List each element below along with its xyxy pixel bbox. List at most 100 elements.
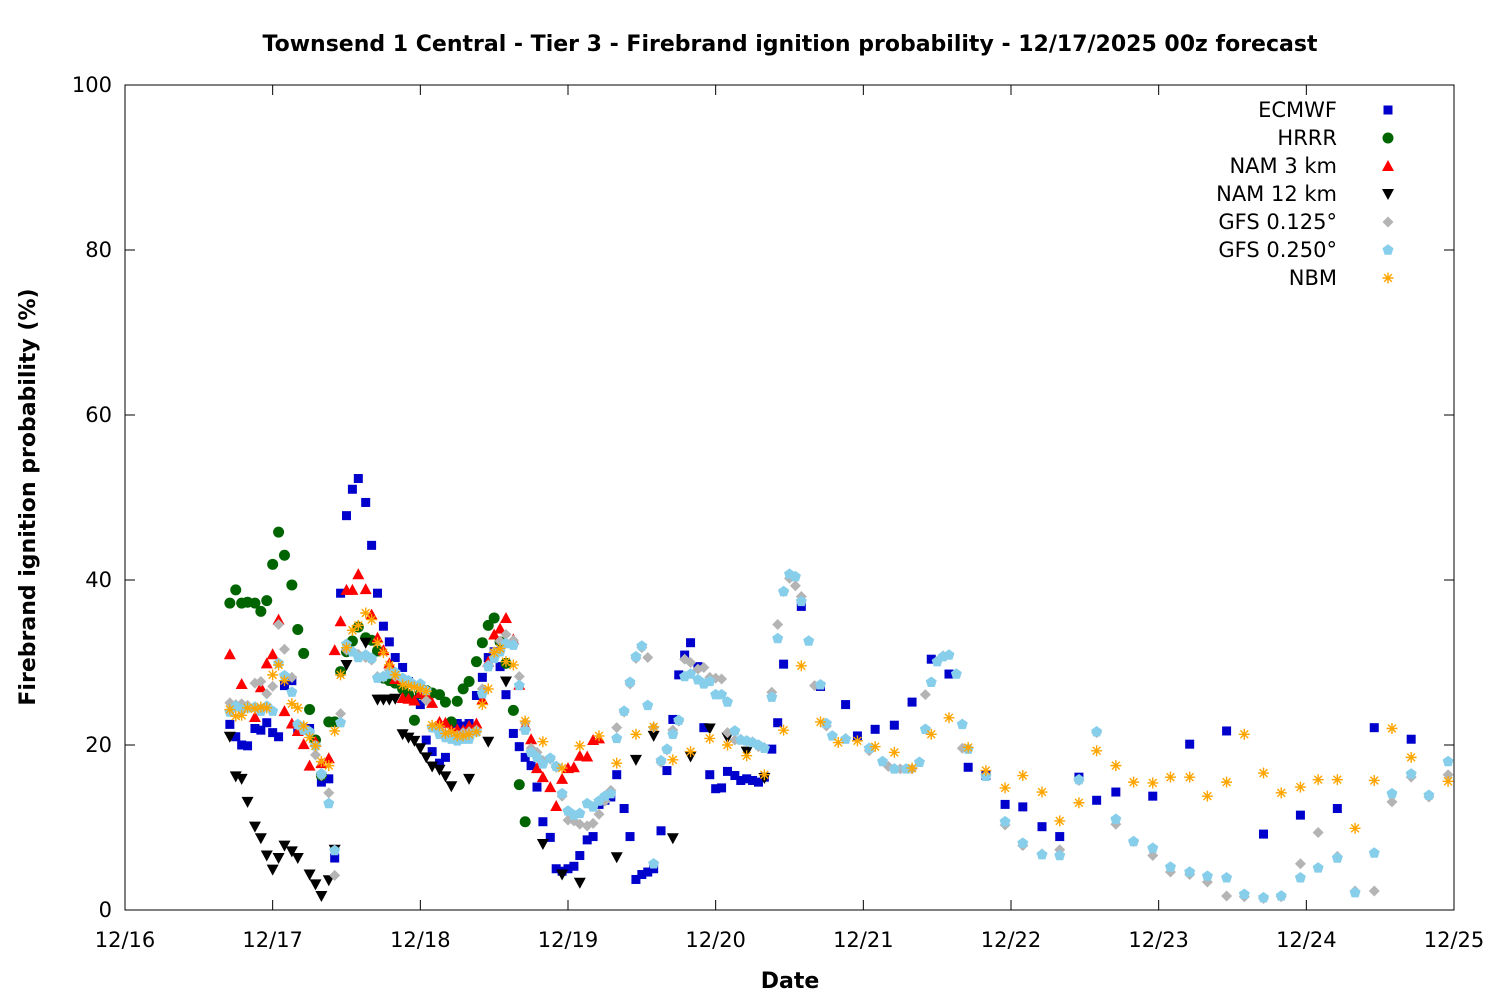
data-point — [913, 756, 925, 768]
data-point — [272, 853, 285, 865]
data-point — [476, 699, 488, 711]
data-point — [434, 720, 446, 732]
data-point — [717, 783, 727, 793]
data-point — [519, 816, 531, 828]
data-point — [352, 568, 365, 580]
data-point — [291, 853, 304, 865]
data-point — [347, 484, 357, 494]
data-point — [574, 740, 586, 752]
legend-marker — [1382, 189, 1394, 200]
data-point — [297, 738, 310, 750]
data-point — [779, 659, 789, 669]
data-point — [611, 722, 623, 734]
data-point — [1111, 787, 1121, 797]
data-point — [359, 583, 372, 595]
data-point — [433, 764, 446, 776]
data-point — [630, 650, 642, 662]
y-axis-label: Firebrand ignition probability (%) — [16, 288, 41, 705]
data-point — [470, 726, 482, 738]
data-point — [841, 700, 851, 710]
data-point — [537, 758, 549, 769]
data-point — [408, 681, 420, 693]
data-point — [1238, 888, 1250, 900]
data-point — [943, 649, 955, 660]
data-point — [550, 800, 563, 812]
data-point — [1406, 734, 1416, 744]
data-point — [544, 781, 557, 793]
data-point — [567, 761, 580, 773]
data-point — [625, 832, 635, 842]
data-point — [1036, 848, 1048, 860]
data-point — [795, 660, 807, 672]
data-point — [766, 691, 778, 702]
data-point — [772, 619, 784, 631]
data-point — [361, 497, 371, 507]
data-point — [316, 777, 326, 787]
data-point — [686, 638, 696, 648]
data-point — [648, 858, 660, 869]
data-point — [1349, 822, 1361, 834]
data-point — [556, 869, 569, 881]
data-point — [248, 821, 261, 833]
data-point — [463, 773, 476, 785]
data-point — [556, 772, 569, 784]
data-point — [242, 702, 254, 714]
data-point — [298, 720, 310, 732]
data-point — [440, 752, 450, 762]
y-tick-label: 20 — [85, 733, 112, 757]
plot-area: 12/16 12/17 12/18 12/19 12/20 12/21 12/22 12/23… — [72, 73, 1484, 952]
data-point — [342, 511, 351, 521]
data-point — [278, 549, 290, 561]
data-point — [1386, 796, 1398, 808]
data-point — [224, 597, 236, 609]
data-point — [224, 704, 236, 716]
data-point — [329, 725, 341, 737]
data-point — [581, 750, 594, 762]
data-point — [482, 736, 495, 748]
data-point — [254, 833, 267, 845]
data-point — [1294, 872, 1306, 883]
data-point — [261, 595, 273, 607]
data-point — [340, 659, 353, 671]
data-point — [907, 697, 917, 707]
data-point — [278, 643, 290, 655]
data-point — [477, 672, 487, 682]
data-point — [753, 777, 763, 787]
data-point — [1369, 723, 1379, 733]
legend: ECMWF HRRR NAM 3 km NAM 12 km GFS 0.125° GFS … — [1216, 98, 1394, 290]
data-point — [556, 762, 568, 774]
data-point — [267, 669, 279, 681]
legend-label: GFS 0.125° — [1218, 210, 1337, 234]
data-point — [1222, 726, 1232, 736]
data-point — [545, 832, 555, 842]
data-point — [605, 787, 617, 799]
data-point — [789, 570, 801, 582]
data-point — [513, 679, 525, 691]
data-point — [273, 526, 285, 538]
data-point — [758, 742, 770, 753]
data-point — [888, 763, 900, 774]
data-point — [742, 774, 752, 784]
legend-label: ECMWF — [1258, 98, 1337, 122]
data-point — [336, 588, 346, 598]
data-point — [304, 732, 316, 744]
data-point — [1442, 755, 1454, 767]
data-point — [451, 730, 463, 742]
data-point — [950, 668, 962, 679]
x-tick-label: 12/22 — [981, 928, 1042, 952]
data-point — [1257, 891, 1270, 903]
x-tick-label: 12/21 — [833, 928, 894, 952]
data-point — [414, 683, 426, 695]
data-point — [451, 695, 463, 707]
data-point — [508, 728, 518, 738]
data-point — [704, 732, 716, 744]
data-point — [526, 761, 536, 771]
data-point — [278, 675, 290, 687]
data-point — [1184, 866, 1196, 877]
data-point — [1164, 771, 1176, 783]
data-point — [1221, 890, 1233, 902]
data-point — [1147, 777, 1159, 789]
data-point — [803, 635, 815, 646]
data-point — [1036, 786, 1048, 798]
